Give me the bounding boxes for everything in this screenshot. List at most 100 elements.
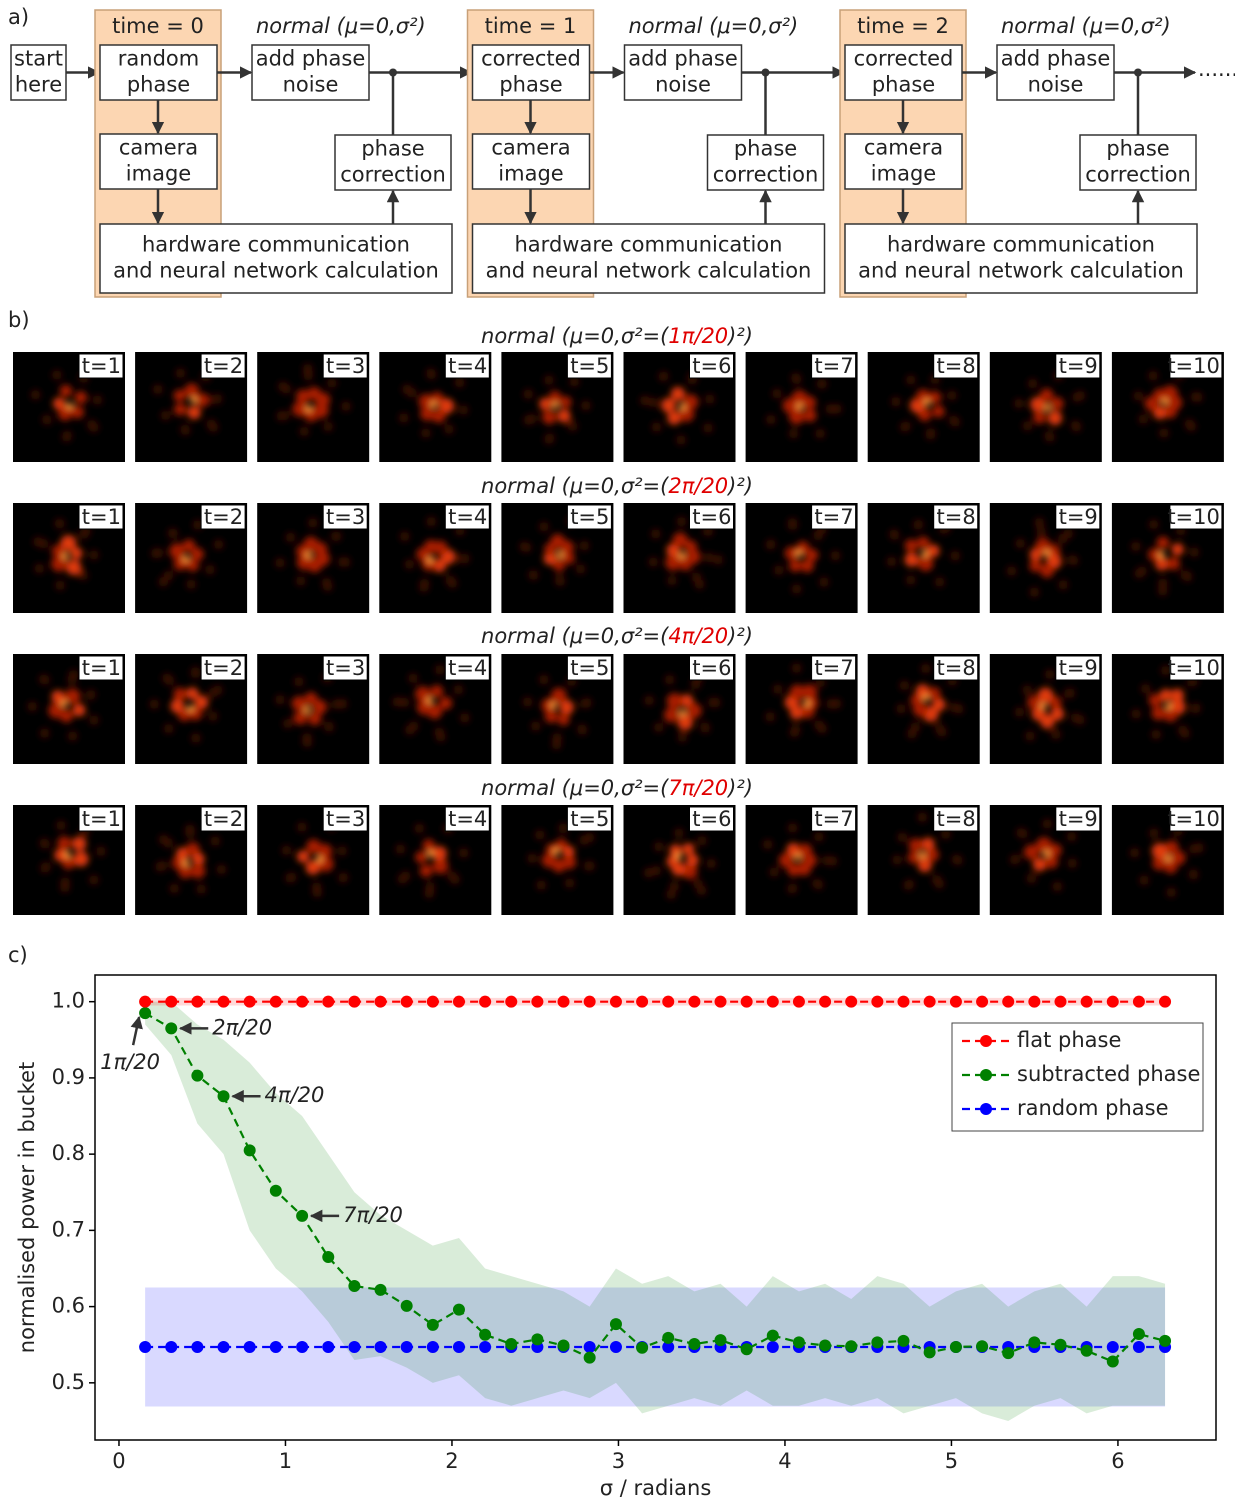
data-point — [924, 1346, 936, 1358]
speckle-spot — [1160, 689, 1173, 702]
data-point — [610, 1318, 622, 1330]
speckle-spot — [690, 680, 700, 690]
speckle-spot — [316, 856, 323, 863]
speckle-spot — [923, 398, 930, 405]
frame-label: t=10 — [1167, 656, 1220, 680]
correction-box-text: correction — [713, 163, 819, 187]
speckle-spot — [445, 575, 455, 585]
speckle-spot — [306, 860, 321, 875]
speckle-spot — [405, 725, 415, 735]
data-point — [479, 1341, 491, 1353]
noise-box-text: add phase — [1001, 47, 1111, 71]
speckle-spot — [825, 404, 835, 414]
data-point — [453, 1304, 465, 1316]
speckle-spot — [324, 722, 334, 732]
speckle-spot — [1048, 843, 1061, 856]
speckle-spot — [208, 688, 218, 698]
row-title-part: normal (μ=0,σ²=( — [481, 624, 669, 648]
compute-box-text: and neural network calculation — [486, 259, 812, 283]
legend-label: subtracted phase — [1017, 1062, 1200, 1086]
y-tick-label: 0.7 — [52, 1217, 85, 1241]
speckle-spot — [927, 687, 940, 700]
noise-label: normal (μ=0,σ²) — [1001, 14, 1171, 38]
speckle-spot — [773, 684, 783, 694]
data-point — [976, 1340, 988, 1352]
frame-label: t=1 — [82, 354, 121, 378]
speckle-spot — [801, 559, 814, 572]
speckle-spot — [557, 551, 564, 558]
speckle-spot — [1151, 729, 1161, 739]
speckle-spot — [41, 862, 51, 872]
speckle-spot — [71, 547, 83, 559]
speckle-spot — [677, 732, 687, 742]
frame-label: t=10 — [1167, 807, 1220, 831]
speckle-spot — [187, 406, 201, 420]
speckle-spot — [170, 699, 184, 713]
speckle-spot — [299, 426, 309, 436]
frame-label: t=7 — [814, 656, 853, 680]
data-point — [1133, 996, 1145, 1008]
data-point — [741, 996, 753, 1008]
speckle-spot — [1193, 392, 1203, 402]
speckle-spot — [935, 577, 945, 587]
speckle-spot — [164, 724, 174, 734]
speckle-spot — [1063, 528, 1073, 538]
speckle-spot — [327, 378, 337, 388]
speckle-spot — [427, 850, 434, 857]
data-point — [322, 1251, 334, 1263]
data-point — [348, 1280, 360, 1292]
speckle-spot — [648, 557, 658, 567]
speckle-spot — [1015, 539, 1025, 549]
speckle-spot — [1045, 669, 1055, 679]
data-point — [244, 1144, 256, 1156]
row-title-part: normal (μ=0,σ²=( — [481, 474, 669, 498]
speckle-spot — [789, 560, 801, 572]
data-point — [1081, 996, 1093, 1008]
correction-box-text: phase — [734, 137, 797, 161]
speckle-spot — [174, 403, 187, 416]
speckle-spot — [1149, 519, 1159, 529]
speckle-spot — [1038, 687, 1054, 703]
row-title-part: )²) — [726, 324, 753, 348]
data-point — [897, 996, 909, 1008]
speckle-spot — [66, 403, 73, 410]
data-point — [401, 996, 413, 1008]
speckle-spot — [414, 823, 424, 833]
data-point — [165, 1022, 177, 1034]
speckle-spot — [158, 861, 168, 871]
speckle-spot — [297, 850, 309, 862]
frame-label: t=1 — [82, 807, 121, 831]
speckle-spot — [926, 430, 936, 440]
frame-label: t=4 — [448, 807, 487, 831]
speckle-spot — [1148, 371, 1158, 381]
x-tick-label: 4 — [778, 1449, 791, 1473]
speckle-spot — [704, 553, 714, 563]
speckle-spot — [1052, 882, 1062, 892]
speckle-spot — [1157, 536, 1170, 549]
speckle-spot — [830, 551, 840, 561]
speckle-spot — [426, 697, 433, 704]
speckle-spot — [539, 675, 549, 685]
speckle-spot — [906, 575, 916, 585]
speckle-spot — [917, 812, 927, 822]
frame-label: t=6 — [692, 354, 731, 378]
speckle-spot — [542, 410, 557, 425]
legend-marker — [980, 1035, 992, 1047]
x-tick-label: 0 — [112, 1449, 125, 1473]
data-point — [218, 1341, 230, 1353]
speckle-spot — [772, 389, 782, 399]
speckle-spot — [706, 859, 716, 869]
data-point — [165, 996, 177, 1008]
speckle-spot — [1159, 428, 1169, 438]
speckle-spot — [686, 854, 699, 867]
speckle-spot — [815, 429, 825, 439]
speckle-spot — [1131, 541, 1141, 551]
speckle-spot — [555, 574, 565, 584]
data-point — [348, 996, 360, 1008]
frame-label: t=10 — [1167, 505, 1220, 529]
speckle-spot — [774, 565, 784, 575]
speckle-spot — [1051, 729, 1061, 739]
data-point — [375, 1341, 387, 1353]
speckle-spot — [1180, 570, 1190, 580]
speckle-spot — [62, 553, 69, 560]
